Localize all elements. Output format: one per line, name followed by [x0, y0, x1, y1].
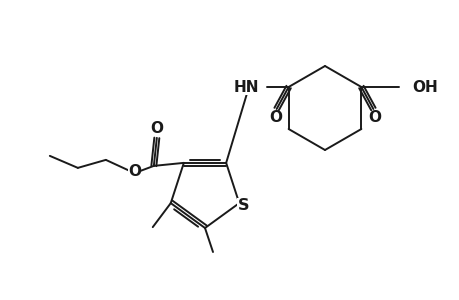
Text: O: O	[150, 122, 163, 136]
Text: HN: HN	[233, 80, 258, 94]
Text: O: O	[128, 164, 141, 179]
Text: S: S	[237, 198, 248, 213]
Text: O: O	[269, 110, 281, 125]
Text: O: O	[367, 110, 380, 125]
Text: OH: OH	[411, 80, 437, 94]
